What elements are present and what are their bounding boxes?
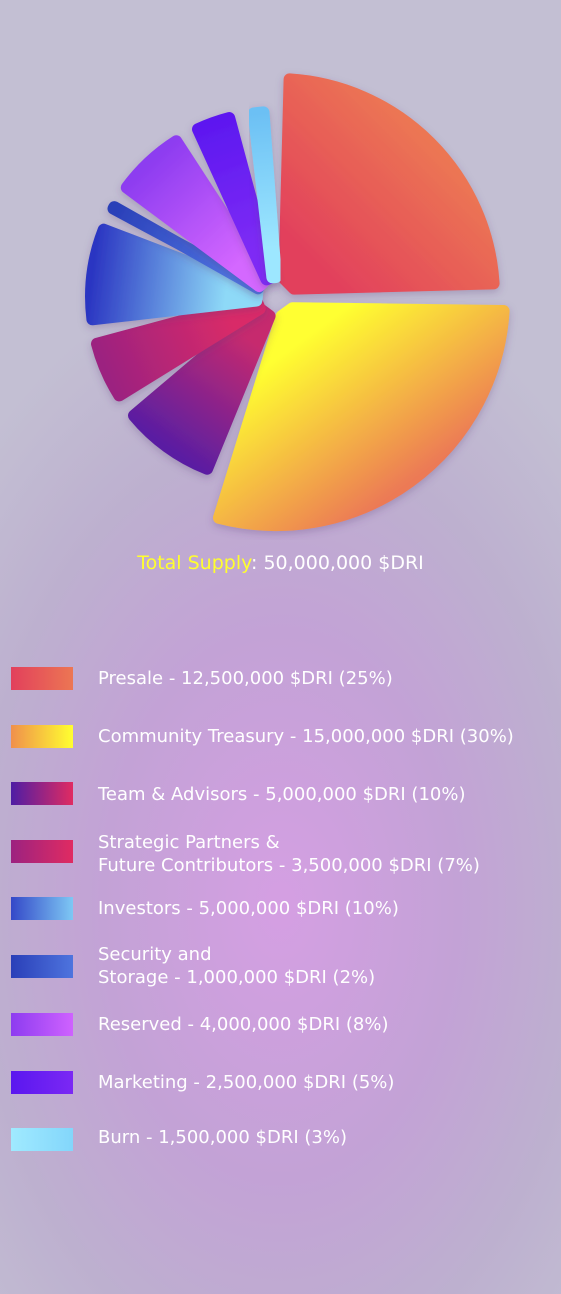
legend-swatch-reserved [11,1013,73,1036]
legend-swatch-strategic-partners [11,840,73,863]
total-supply-label: Total Supply [137,552,251,574]
legend-label-investors: Investors - 5,000,000 $DRI (10%) [98,897,399,920]
legend-label-security-storage: Security and Storage - 1,000,000 $DRI (2… [98,943,375,989]
legend-label-team-advisors: Team & Advisors - 5,000,000 $DRI (10%) [98,783,465,806]
pie-chart [0,0,561,540]
legend-label-marketing: Marketing - 2,500,000 $DRI (5%) [98,1071,394,1094]
total-supply: Total Supply: 50,000,000 $DRI [0,552,561,574]
legend-swatch-community-treasury [11,725,73,748]
legend-swatch-team-advisors [11,782,73,805]
total-supply-value: 50,000,000 $DRI [263,552,423,574]
legend-label-burn: Burn - 1,500,000 $DRI (3%) [98,1126,347,1149]
legend-label-strategic-partners: Strategic Partners & Future Contributors… [98,831,480,877]
pie-slice-presale [284,79,493,288]
legend-swatch-marketing [11,1071,73,1094]
legend-swatch-presale [11,667,73,690]
legend-label-community-treasury: Community Treasury - 15,000,000 $DRI (30… [98,725,514,748]
legend-label-reserved: Reserved - 4,000,000 $DRI (8%) [98,1013,389,1036]
total-supply-colon: : [251,552,263,574]
legend-swatch-security-storage [11,955,73,978]
legend-swatch-burn [11,1128,73,1151]
legend-label-presale: Presale - 12,500,000 $DRI (25%) [98,667,393,690]
legend-swatch-investors [11,897,73,920]
